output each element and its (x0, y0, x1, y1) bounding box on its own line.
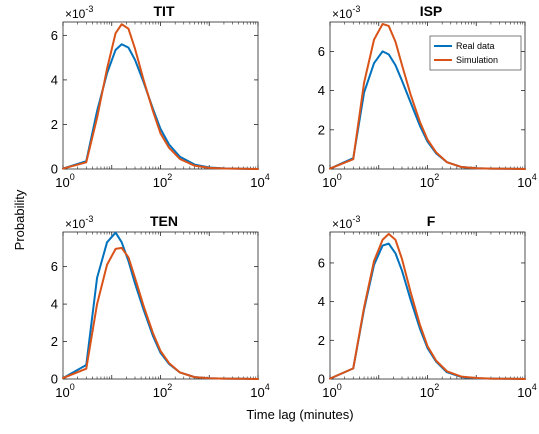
legend-label: Simulation (456, 55, 498, 65)
x-tick-label: 102 (153, 172, 172, 190)
y-scale-factor: ×10-3 (332, 4, 360, 21)
y-tick-label: 0 (318, 162, 325, 177)
y-tick-label: 6 (318, 44, 325, 59)
axes-box (329, 231, 526, 380)
x-tick-label: 104 (250, 382, 269, 400)
y-tick-label: 2 (318, 333, 325, 348)
panel-title: F (427, 213, 436, 229)
y-tick-label: 2 (51, 117, 58, 132)
y-tick-label: 2 (51, 334, 58, 349)
series-line-simulation (62, 246, 259, 380)
axes-box (62, 231, 259, 380)
y-tick-label: 0 (51, 372, 58, 387)
series-line-simulation (62, 23, 259, 170)
panel-title: ISP (420, 3, 443, 19)
legend-label: Real data (456, 41, 495, 51)
x-tick-label: 100 (322, 382, 341, 400)
panel-title: TIT (154, 3, 175, 19)
y-tick-label: 4 (51, 297, 58, 312)
y-scale-factor: ×10-3 (65, 214, 93, 231)
x-tick-label: 104 (517, 172, 536, 190)
legend: Real data Simulation (429, 35, 522, 71)
figure-ylabel: Probability (12, 189, 27, 250)
panel-isp: 100 102 104 0 2 4 6 ×10-3 ISP Real data Simulation (318, 3, 537, 190)
y-tick-label: 0 (51, 162, 58, 177)
y-tick-label: 6 (51, 259, 58, 274)
x-tick-label: 104 (517, 382, 536, 400)
y-tick-label: 4 (318, 294, 325, 309)
x-tick-label: 102 (420, 382, 439, 400)
y-tick-label: 6 (51, 28, 58, 43)
x-tick-label: 100 (55, 172, 74, 190)
axes-box (62, 21, 259, 170)
x-tick-label: 102 (153, 382, 172, 400)
panel-tit: 100 102 104 0 2 4 6 ×10-3 TIT (51, 3, 270, 190)
panel-title: TEN (150, 213, 178, 229)
y-scale-factor: ×10-3 (332, 214, 360, 231)
series-line-simulation (329, 232, 526, 380)
y-tick-label: 6 (318, 255, 325, 270)
x-tick-label: 100 (322, 172, 341, 190)
figure-xlabel: Time lag (minutes) (246, 407, 353, 422)
x-tick-label: 102 (420, 172, 439, 190)
series-line-simulation (329, 22, 526, 170)
x-tick-label: 104 (250, 172, 269, 190)
x-tick-label: 100 (55, 382, 74, 400)
y-tick-label: 4 (318, 83, 325, 98)
panel-ten: 100 102 104 0 2 4 6 ×10-3 TEN (51, 213, 270, 400)
legend-box (429, 35, 522, 71)
y-scale-factor: ×10-3 (65, 4, 93, 21)
y-tick-label: 4 (51, 72, 58, 87)
y-tick-label: 0 (318, 372, 325, 387)
panels: 100 102 104 0 2 4 6 ×10-3 TIT 100 102 104 0 2 4 6 ×10-3 I… (51, 3, 537, 400)
y-tick-label: 2 (318, 122, 325, 137)
panel-f: 100 102 104 0 2 4 6 ×10-3 F (318, 213, 537, 400)
